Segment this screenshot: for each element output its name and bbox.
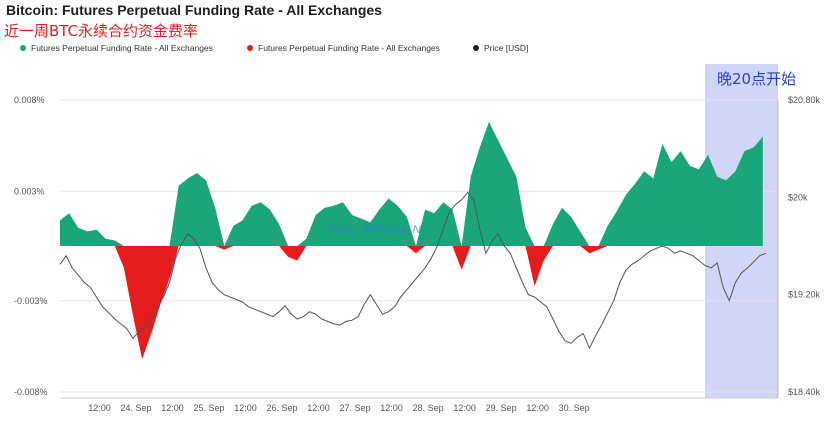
x-tick-label: 12:00	[526, 403, 549, 413]
x-tick-label: 25. Sep	[194, 403, 225, 413]
legend-swatch-green	[20, 45, 26, 51]
legend-swatch-black	[473, 45, 479, 51]
x-tick-label: 12:00	[88, 403, 111, 413]
x-tick-label: 12:00	[380, 403, 403, 413]
highlight-annotation: 晚20点开始	[717, 70, 797, 88]
legend-label: Price [USD]	[484, 43, 529, 53]
legend-label: Futures Perpetual Funding Rate - All Exc…	[258, 43, 440, 53]
legend-item-price[interactable]: Price [USD]	[473, 43, 528, 53]
x-tick-label: 26. Sep	[267, 403, 298, 413]
legend: Futures Perpetual Funding Rate - All Exc…	[0, 43, 828, 57]
x-tick-label: 12:00	[307, 403, 330, 413]
y-right-tick-label: $20k	[788, 192, 808, 202]
y-right-tick-label: $19.20k	[788, 290, 821, 300]
x-tick-label: 12:00	[234, 403, 257, 413]
x-tick-label: 27. Sep	[340, 403, 371, 413]
y-left-tick-label: -0.003%	[14, 296, 48, 306]
chart-subtitle: 近一周BTC永续合约资金费率	[4, 22, 199, 40]
y-right-tick-label: $20.80k	[788, 95, 821, 105]
price-line	[59, 191, 766, 350]
legend-label: Futures Perpetual Funding Rate - All Exc…	[31, 43, 213, 53]
x-tick-label: 12:00	[453, 403, 476, 413]
legend-item-funding-positive[interactable]: Futures Perpetual Funding Rate - All Exc…	[20, 43, 213, 53]
legend-swatch-red	[247, 45, 253, 51]
y-left-tick-label: 0.003%	[14, 186, 45, 196]
legend-item-funding-negative[interactable]: Futures Perpetual Funding Rate - All Exc…	[247, 43, 440, 53]
chart-title: Bitcoin: Futures Perpetual Funding Rate …	[6, 2, 382, 18]
x-tick-label: 24. Sep	[121, 403, 152, 413]
funding-area-negative	[60, 246, 763, 360]
y-left-tick-label: 0.008%	[14, 95, 45, 105]
x-tick-label: 28. Sep	[413, 403, 444, 413]
watermark: Twitter @Phyrex_Ni	[326, 224, 424, 236]
funding-area-positive	[60, 121, 763, 246]
x-tick-label: 29. Sep	[486, 403, 517, 413]
x-tick-label: 30. Sep	[559, 403, 590, 413]
y-left-tick-label: -0.008%	[14, 387, 48, 397]
y-right-tick-label: $18.40k	[788, 387, 821, 397]
x-tick-label: 12:00	[161, 403, 184, 413]
